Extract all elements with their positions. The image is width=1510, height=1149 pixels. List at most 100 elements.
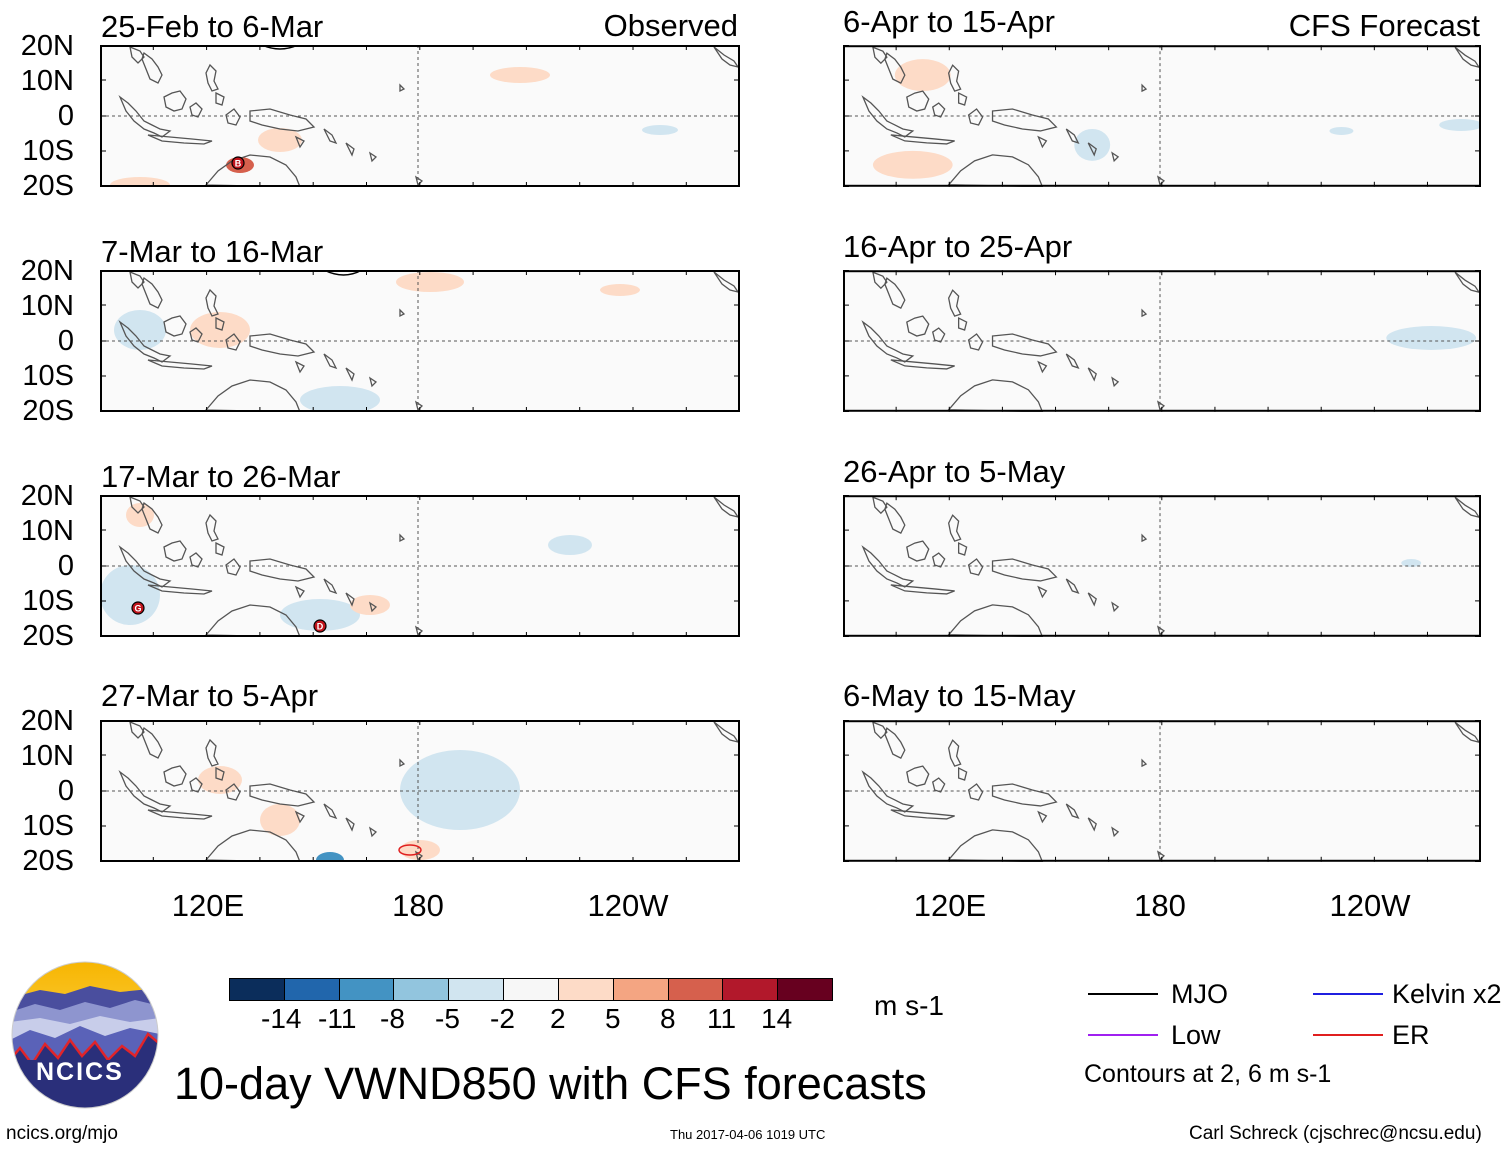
coastline: [205, 513, 219, 542]
coastline: [1037, 135, 1048, 149]
storm-marker-circle: [231, 156, 245, 170]
coastline: [323, 353, 338, 370]
anomaly-shading: [1329, 126, 1354, 135]
colorbar-tick-label: 11: [707, 1003, 737, 1034]
panel-title-forecast-1: 6-Apr to 15-Apr: [843, 4, 1055, 39]
coastline: [1111, 826, 1120, 838]
lon-label-120w-right: 120W: [1329, 888, 1411, 923]
panel-title-forecast-3: 26-Apr to 5-May: [843, 454, 1066, 489]
map-panel-observed-1: B: [100, 45, 740, 187]
coastline: [967, 108, 984, 126]
legend-line-low: [1088, 1034, 1158, 1036]
coastline: [967, 333, 984, 351]
coastline: [872, 271, 888, 290]
coastline: [991, 558, 1058, 582]
map-frame: [843, 720, 1481, 862]
coastline: [1111, 376, 1120, 388]
coastline: [1111, 601, 1120, 613]
colorbar-tick-label: 8: [660, 1003, 676, 1034]
coastline: [141, 726, 163, 759]
coastline: [872, 496, 888, 515]
coastline: [1065, 353, 1080, 370]
coastline: [249, 558, 316, 582]
storm-marker: G: [131, 601, 145, 615]
legend-line-kelvin: [1313, 993, 1383, 995]
coastline: [129, 270, 145, 289]
coastline: [141, 276, 163, 309]
colorbar-tick-label: -8: [380, 1003, 405, 1034]
panel-title-observed-4: 27-Mar to 5-Apr: [101, 678, 319, 713]
coastline: [906, 90, 930, 112]
lat-label: 20S: [22, 170, 74, 202]
map-panel-forecast-3: [843, 495, 1481, 637]
coastline: [294, 810, 305, 824]
coastline: [906, 540, 930, 562]
coastline: [129, 495, 145, 514]
colorbar-swatch: [504, 979, 559, 1000]
lat-label: 10N: [20, 740, 74, 772]
footer-author: Carl Schreck (cjschrec@ncsu.edu): [1189, 1123, 1482, 1144]
footer-website-link[interactable]: ncics.org/mjo: [6, 1123, 118, 1144]
coastline: [957, 317, 968, 331]
colorbar-unit: m s-1: [874, 990, 944, 1021]
coastline: [967, 558, 984, 576]
panel-title-observed-3: 17-Mar to 26-Mar: [101, 459, 341, 494]
panel-title-observed-1: 25-Feb to 6-Mar: [101, 9, 324, 44]
anomaly-shading: [1386, 326, 1477, 350]
anomaly-shading: [490, 67, 550, 83]
anomaly-shading: [110, 177, 170, 187]
coastline: [147, 809, 213, 820]
mjo-contour: [323, 270, 363, 276]
coastline: [890, 134, 955, 145]
coastline: [323, 578, 338, 595]
coastline: [204, 829, 301, 862]
lon-label-120e-right: 120E: [913, 888, 987, 923]
coastline: [163, 540, 187, 562]
coastline: [225, 333, 241, 351]
colorbar-tick-label: -5: [435, 1003, 460, 1034]
coastline: [399, 308, 406, 318]
coastline: [368, 601, 378, 613]
storm-marker-circle: [313, 619, 327, 633]
lat-label: 10N: [20, 515, 74, 547]
lat-label: 20N: [20, 30, 74, 62]
map-panel-observed-2: [100, 270, 740, 412]
coastline: [884, 502, 906, 534]
coastline: [1141, 758, 1148, 768]
colorbar-swatch: [668, 979, 724, 1000]
anomaly-shading: [258, 128, 302, 152]
lon-label-180-left: 180: [392, 888, 444, 923]
map-panel-forecast-4: [843, 720, 1481, 862]
coastline: [947, 64, 962, 92]
coastline: [957, 542, 968, 556]
coastline: [163, 315, 187, 337]
mjo-contour: [261, 45, 299, 50]
coastline: [368, 151, 378, 163]
coastline: [368, 826, 378, 838]
legend-line-mjo: [1088, 993, 1158, 995]
coastline: [861, 95, 915, 138]
coastline: [1141, 533, 1148, 543]
panel-title-forecast-4: 6-May to 15-May: [843, 678, 1076, 713]
footer-timestamp: Thu 2017-04-06 1019 UTC: [670, 1127, 826, 1142]
lat-label: 10S: [22, 585, 74, 617]
map-frame: [100, 45, 740, 187]
coastline: [967, 783, 984, 801]
coastline: [249, 333, 316, 357]
lon-label-120e-left: 120E: [171, 888, 245, 923]
coastline: [129, 45, 145, 64]
coastline: [345, 592, 355, 607]
coastline: [890, 584, 955, 595]
coastline: [1141, 308, 1148, 318]
coastline: [249, 783, 316, 807]
lon-label-120w-left: 120W: [587, 888, 669, 923]
coastline: [225, 783, 241, 801]
coastline: [141, 51, 163, 84]
coastline: [215, 541, 225, 556]
colorbar-swatch: [778, 979, 832, 1000]
coastline: [141, 501, 163, 534]
figure-title: 10-day VWND850 with CFS forecasts: [174, 1058, 927, 1109]
coastline: [947, 289, 962, 317]
ncics-logo: [11, 961, 159, 1109]
coastline: [215, 766, 225, 781]
